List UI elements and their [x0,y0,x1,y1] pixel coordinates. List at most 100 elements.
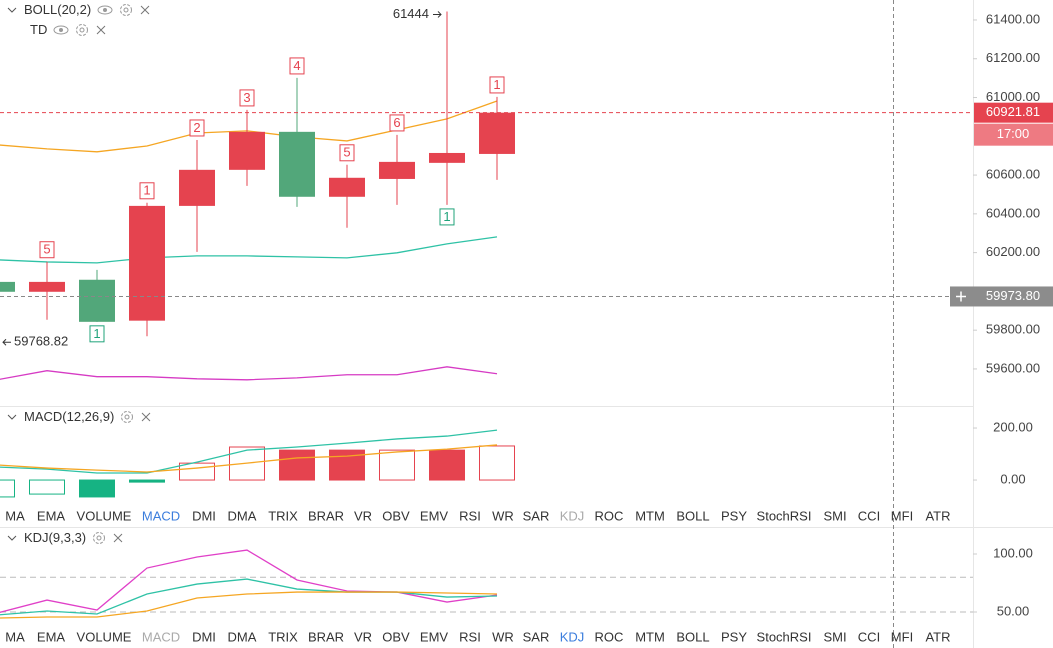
macd-bar [179,462,215,481]
candle-body [479,112,515,154]
add-alert-button[interactable] [956,291,966,302]
indicator-tab[interactable]: TRIX [268,508,298,523]
indicator-tab[interactable]: ATR [925,629,950,644]
close-icon[interactable] [95,24,107,36]
indicator-tab[interactable]: DMI [192,508,216,523]
indicator-tab[interactable]: VR [354,629,372,644]
indicator-tab[interactable]: WR [492,629,514,644]
indicator-tab[interactable]: BOLL [676,508,709,523]
indicator-tab[interactable]: RSI [459,508,481,523]
indicator-tab[interactable]: SAR [523,629,550,644]
indicator-tab[interactable]: BRAR [308,508,344,523]
td-count: 2 [193,120,200,135]
indicator-tab[interactable]: SMI [823,508,846,523]
close-icon[interactable] [140,411,152,423]
indicator-tab[interactable]: KDJ [560,629,585,644]
indicator-tab[interactable]: StochRSI [757,629,812,644]
crosshair-tag [950,286,1053,307]
indicator-tab[interactable]: OBV [382,629,410,644]
indicator-line [0,578,498,616]
y-tick-label: 59600.00 [986,360,1040,375]
td-count: 1 [93,326,100,341]
indicator-tab[interactable]: ROC [595,508,624,523]
td-count: 5 [43,242,50,257]
candle-body [79,279,115,322]
indicator-tab[interactable]: OBV [382,508,410,523]
indicator-tab[interactable]: KDJ [560,508,585,523]
legend-boll: BOLL(20,2) [6,2,151,17]
indicator-tab[interactable]: MFI [891,629,913,644]
td-count: 1 [493,77,500,92]
settings-icon[interactable] [119,3,133,17]
indicator-tab[interactable]: EMV [420,629,449,644]
td-box [389,114,405,132]
collapse-icon[interactable] [6,532,18,544]
indicator-tab[interactable]: TRIX [268,629,298,644]
candle-body [179,169,215,206]
collapse-icon[interactable] [6,411,18,423]
indicator-tab[interactable]: WR [492,508,514,523]
td-count: 6 [393,115,400,130]
indicator-tab[interactable]: BRAR [308,629,344,644]
indicator-tab[interactable]: RSI [459,629,481,644]
indicator-tab[interactable]: PSY [721,508,747,523]
indicator-line [0,591,498,619]
indicator-tab[interactable]: StochRSI [757,508,812,523]
indicator-tab[interactable]: DMA [228,508,257,523]
indicator-tab[interactable]: MTM [635,508,665,523]
y-tick-label: 100.00 [993,545,1033,560]
indicator-tab[interactable]: DMI [192,629,216,644]
td-box [489,76,505,94]
td-box [439,208,455,226]
close-icon[interactable] [139,4,151,16]
indicator-tab[interactable]: ATR [925,508,950,523]
indicator-tab[interactable]: ROC [595,629,624,644]
indicator-tab[interactable]: VOLUME [77,508,132,523]
close-icon[interactable] [112,532,124,544]
indicator-tab[interactable]: CCI [858,508,880,523]
indicator-tab[interactable]: PSY [721,629,747,644]
y-tick-label: 61400.00 [986,11,1040,26]
indicator-tab[interactable]: EMA [37,508,66,523]
settings-icon[interactable] [92,531,106,545]
td-count: 1 [443,209,450,224]
legend-title: BOLL(20,2) [24,2,92,17]
indicator-tab[interactable]: BOLL [676,629,709,644]
indicator-tab[interactable]: MTM [635,629,665,644]
indicator-tab[interactable]: EMA [37,629,66,644]
indicator-tab[interactable]: EMV [420,508,449,523]
indicator-tab[interactable]: MFI [891,508,913,523]
y-tick-label: 0.00 [1000,471,1025,486]
indicator-tab[interactable]: MACD [142,629,180,644]
eye-icon[interactable] [97,4,113,16]
indicator-tab[interactable]: MACD [142,508,180,523]
indicator-tab[interactable]: DMA [228,629,257,644]
indicator-line [0,429,498,474]
indicator-tab[interactable]: VR [354,508,372,523]
indicator-tab[interactable]: SMI [823,629,846,644]
high-label: 61444 [393,6,429,21]
td-count: 5 [343,145,350,160]
td-count: 3 [243,90,250,105]
eye-icon[interactable] [53,24,69,36]
macd-bar [429,449,465,481]
legend-td: TD [30,22,107,37]
indicator-tab[interactable]: SAR [523,508,550,523]
legend-macd: MACD(12,26,9) [6,409,152,424]
macd-bar [29,479,65,495]
settings-icon[interactable] [75,23,89,37]
td-box [139,182,155,200]
collapse-icon[interactable] [6,4,18,16]
settings-icon[interactable] [120,410,134,424]
candle-body [29,281,65,292]
td-box [339,144,355,162]
indicator-tab[interactable]: MA [5,508,25,523]
td-box [89,325,105,343]
candle-body [129,205,165,321]
macd-bar [0,479,15,498]
indicator-tab[interactable]: CCI [858,629,880,644]
indicator-tab[interactable]: VOLUME [77,629,132,644]
indicator-tab[interactable]: MA [5,629,25,644]
last-price-tag [974,102,1053,123]
y-tick-label: 59800.00 [986,322,1040,337]
